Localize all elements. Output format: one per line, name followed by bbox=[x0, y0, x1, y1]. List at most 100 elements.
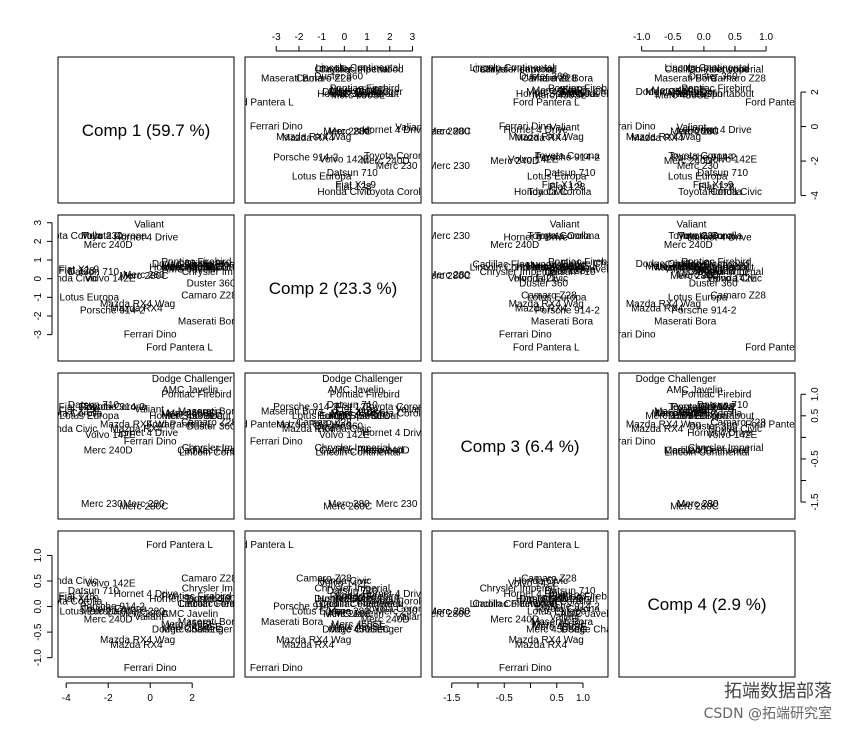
point-label: Ford Pantera L bbox=[513, 343, 580, 354]
point-label: Honda Civic bbox=[708, 274, 762, 285]
point-label: AMC Javelin bbox=[666, 89, 722, 100]
y-tick-label: 0.0 bbox=[33, 599, 44, 613]
point-label: Merc 280C bbox=[119, 271, 168, 282]
point-label: Camaro Z28 bbox=[296, 573, 352, 584]
point-label: Honda Civic bbox=[43, 274, 97, 285]
panel-frame bbox=[57, 372, 235, 520]
point-label: Merc 280 bbox=[677, 499, 719, 510]
point-label: Cadillac Fleetwood bbox=[319, 65, 404, 76]
point-label: Pontiac Firebird bbox=[548, 591, 618, 602]
point-label: Datsun 710 bbox=[327, 400, 379, 411]
point-label: Honda Civic bbox=[317, 187, 371, 198]
point-label: Datsun 710 bbox=[544, 586, 596, 597]
point-label: Chrysler Imperial bbox=[182, 443, 258, 454]
point-label: Duster 360 bbox=[689, 278, 738, 289]
point-label: Lincoln Continental bbox=[315, 599, 400, 610]
point-label: Lincoln Continental bbox=[315, 447, 400, 458]
point-label: Mazda RX4 bbox=[515, 304, 568, 315]
point-label: Datsun 710 bbox=[68, 586, 120, 597]
point-label: Merc 450SLC bbox=[162, 411, 223, 422]
axes-layer: -3 -2 -1 0 1 2 3 -1.0 -0.5 0.0 0.5 1.0 -4 -2 0 2 -1.5 -0.… bbox=[33, 32, 821, 704]
point-label: Merc 230 bbox=[81, 607, 123, 618]
y-tick-label: -0.5 bbox=[810, 450, 821, 468]
point-label: Datsun 710 bbox=[327, 586, 379, 597]
point-label: Merc 280 bbox=[428, 607, 470, 618]
point-label: Merc 280C bbox=[670, 127, 719, 138]
point-label: Fiat X1-9 bbox=[542, 594, 583, 605]
point-label: Ford Pantera L bbox=[745, 343, 812, 354]
point-label: Merc 450SLC bbox=[645, 411, 706, 422]
point-label: Pontiac Firebird bbox=[681, 84, 751, 95]
point-label: Lincoln Continental bbox=[179, 262, 264, 273]
point-label: Chrysler Imperial bbox=[480, 584, 556, 595]
x-axis-col1: -4 -2 0 2 bbox=[62, 682, 195, 704]
point-label: Valiant bbox=[677, 404, 707, 415]
y-tick-label: 1.0 bbox=[810, 387, 821, 401]
point-label: Cadillac Fleetwood bbox=[473, 65, 558, 76]
point-label: Hornet Sportabout bbox=[317, 411, 399, 422]
point-label: AMC Javelin bbox=[162, 385, 218, 396]
watermark-line2: CSDN @拓端研究室 bbox=[703, 706, 832, 722]
point-label: Merc 240D bbox=[361, 445, 410, 456]
point-label: Camaro Z28 bbox=[710, 417, 766, 428]
point-label: Merc 280C bbox=[670, 271, 719, 282]
point-label: Mazda RX4 Wag bbox=[100, 419, 175, 430]
point-label: Datsun 710 bbox=[544, 267, 596, 278]
x-axis-col2: -3 -2 -1 0 1 2 3 bbox=[272, 32, 416, 52]
point-label: Chrysler Imperial bbox=[182, 267, 258, 278]
point-label: Duster 360 bbox=[314, 422, 363, 433]
point-label: Duster 360 bbox=[187, 422, 236, 433]
point-label: Mazda RX4 bbox=[631, 133, 684, 144]
point-label: Maserati Bora bbox=[654, 73, 717, 84]
y-tick-label: 2 bbox=[810, 89, 821, 95]
point-label: Merc 450SE bbox=[651, 409, 706, 420]
point-label: Volvo 142E bbox=[319, 154, 370, 165]
point-label: Ford Pantera L bbox=[146, 419, 213, 430]
y-tick-label: -3 bbox=[33, 330, 44, 339]
y-tick-label: -1 bbox=[33, 292, 44, 301]
point-label: Lotus Europa bbox=[60, 411, 120, 422]
point-label: Toyota Corona bbox=[535, 604, 600, 615]
point-label: Dodge Challenger bbox=[322, 87, 403, 98]
point-label: Cadillac Fleetwood bbox=[177, 445, 262, 456]
point-label: AMC Javelin bbox=[666, 385, 722, 396]
x-tick-label: 0 bbox=[147, 693, 153, 704]
y-axis-row2: -3 -2 -1 0 1 2 3 bbox=[33, 220, 53, 339]
point-label: Hornet Sportabout bbox=[149, 262, 231, 273]
point-label: Ford Pantera L bbox=[227, 97, 294, 108]
point-label: Honda Civic bbox=[43, 424, 97, 435]
point-label: Ferrari Dino bbox=[250, 437, 303, 448]
point-label: Maserati Bora bbox=[654, 317, 717, 328]
x-tick-label: 0.5 bbox=[728, 32, 742, 43]
point-label: AMC Javelin bbox=[328, 609, 384, 620]
point-label: Mazda RX4 bbox=[515, 640, 568, 651]
point-label: Merc 240D bbox=[664, 240, 713, 251]
panel-frame bbox=[57, 56, 235, 204]
point-label: Maserati Bora bbox=[261, 617, 324, 628]
point-label: Mazda RX4 bbox=[631, 304, 684, 315]
point-label: Duster 360 bbox=[519, 72, 568, 83]
point-label: Ferrari Dino bbox=[250, 663, 303, 674]
point-label: Datsun 710 bbox=[327, 168, 379, 179]
x-axis-col3: -1.5 -0.5 0.5 1.0 bbox=[443, 682, 590, 704]
point-label: Ferrari Dino bbox=[499, 330, 552, 341]
point-label: Fiat 128 bbox=[698, 182, 735, 193]
point-label: Lincoln Continental bbox=[664, 63, 749, 74]
y-tick-label: 0.5 bbox=[33, 574, 44, 588]
point-label: Merc 280C bbox=[422, 271, 471, 282]
point-label: Hornet Sportabout bbox=[516, 594, 598, 605]
y-axis-row3: -1.5 -0.5 0.5 1.0 bbox=[800, 387, 821, 511]
point-label: Merc 240D bbox=[490, 614, 539, 625]
x-tick-label: -3 bbox=[272, 32, 281, 43]
x-tick-label: -0.5 bbox=[496, 693, 514, 704]
point-label: Chrysler Imperial bbox=[688, 65, 764, 76]
point-label: Hornet Sportabout bbox=[149, 411, 231, 422]
point-label: Merc 230 bbox=[376, 499, 418, 510]
point-label: Volvo 142E bbox=[508, 274, 559, 285]
point-label: Dodge Challenger bbox=[636, 259, 717, 270]
